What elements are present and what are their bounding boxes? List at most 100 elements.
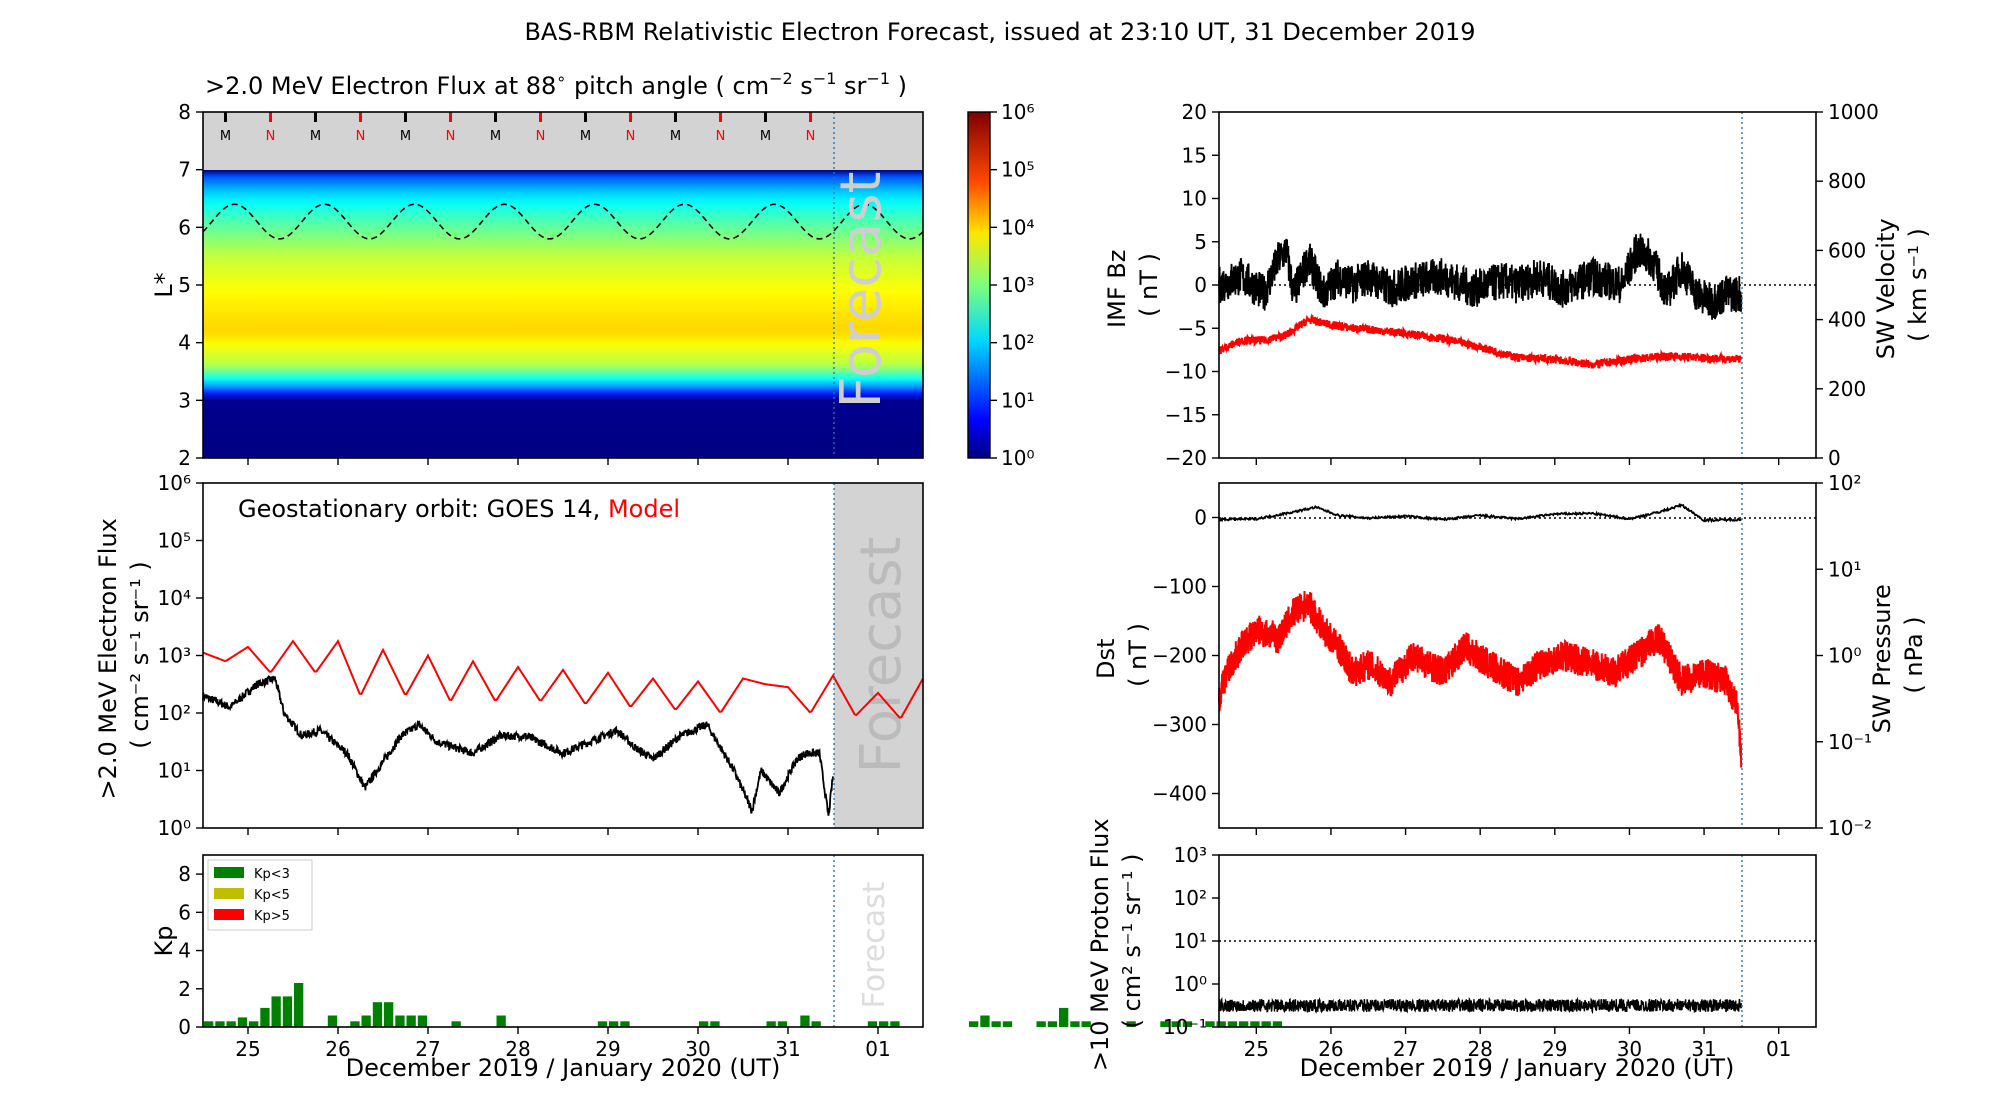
kp-y-ticks: 0 2 4 6 8: [178, 862, 203, 1039]
right-x-axis-label: December 2019 / January 2020 (UT): [1300, 1054, 1735, 1082]
panel-dst-swp: 0 −100 −200 −300 −400 10² 10¹ 10⁰ 10⁻¹ 10⁻² Dst …: [1092, 471, 1928, 840]
kp-bar: [1160, 1021, 1170, 1027]
mn-marker-label: N: [536, 129, 546, 144]
kp-bar: [597, 1021, 608, 1027]
kp-bar: [260, 1007, 270, 1027]
lstar-forecast-label: Forecast: [829, 172, 894, 409]
mn-marker-label: M: [670, 129, 681, 144]
colorbar-gradient: [967, 111, 991, 459]
kp-x-tick-label: 31: [775, 1037, 800, 1061]
panel-lstar-flux: >2.0 MeV Electron Flux at 88∘ pitch angl…: [150, 69, 924, 470]
kp-x-tick-label: 30: [685, 1037, 710, 1061]
imf-y-tick-label: 15: [1182, 143, 1207, 167]
kp-bar: [777, 1021, 788, 1027]
kp-legend-swatch-low: [214, 867, 244, 878]
kp-legend: Kp<3 Kp<5 Kp>5: [207, 859, 313, 931]
geo-frame: [202, 482, 924, 829]
lstar-unpopulated-region: [203, 112, 923, 170]
lstar-x-ticks: [247, 458, 879, 465]
kp-bar: [1205, 1021, 1215, 1027]
colorbar-tick-label: 10¹: [1001, 388, 1034, 412]
kp-legend-low: Kp<3: [254, 867, 290, 882]
kp-x-tick-label: 29: [595, 1037, 620, 1061]
mn-marker-label: N: [806, 129, 816, 144]
proton-x-tick-label: 30: [1617, 1037, 1642, 1061]
proton-y-tick-label: 10¹: [1174, 929, 1207, 953]
kp-bar: [1216, 1021, 1226, 1027]
panel-imf-swv: 20 15 10 5 0 −5 −10 −15 −20 1000 800 600 400 200 0 IM…: [1103, 100, 1932, 470]
geo-y-tick-label: 10⁵: [158, 529, 191, 553]
kp-bar: [406, 1015, 416, 1027]
imf-y-tick-label: 10: [1182, 187, 1207, 211]
proton-x-tick-label: 31: [1691, 1037, 1716, 1061]
swp-y2-ticks: 10² 10¹ 10⁰ 10⁻¹ 10⁻²: [1816, 471, 1872, 840]
colorbar: 10⁰ 10¹ 10² 10³ 10⁴ 10⁵ 10⁶: [967, 100, 1034, 470]
kp-legend-mid: Kp<5: [254, 888, 290, 903]
lstar-frame: [202, 111, 924, 459]
kp-y-tick-label: 4: [178, 939, 191, 963]
kp-bar: [249, 1021, 259, 1027]
imf-y-tick-label: −10: [1165, 360, 1207, 384]
geo-y-tick-label: 10⁰: [158, 816, 191, 840]
kp-bar: [1081, 1021, 1091, 1027]
swv-y2-label: SW Velocity ( km s⁻¹ ): [1872, 211, 1932, 359]
kp-bar: [1171, 1021, 1181, 1027]
mn-marker-label: N: [266, 129, 276, 144]
dst-frame: [1218, 482, 1817, 829]
lstar-y-label: L*: [150, 272, 178, 297]
kp-bar: [766, 1021, 776, 1027]
swv-y2-tick-label: 1000: [1828, 100, 1879, 124]
kp-bar: [384, 1002, 394, 1027]
swv-y2-tick-label: 600: [1828, 238, 1866, 262]
dst-y-tick-label: −100: [1152, 575, 1207, 599]
kp-bar: [867, 1021, 878, 1027]
kp-bar: [1047, 1021, 1058, 1027]
swv-y2-tick-label: 800: [1828, 169, 1866, 193]
geo-forecast-label: Forecast: [849, 537, 914, 774]
kp-y-tick-label: 6: [178, 900, 191, 924]
kp-y-tick-label: 2: [178, 977, 191, 1001]
kp-bar: [1272, 1021, 1283, 1027]
sw-pressure-line: [1218, 590, 1743, 768]
kp-x-ticks: 25 26 27 28 29 30 31 01: [235, 1027, 891, 1061]
geo-forecast-shade: [834, 483, 923, 828]
swv-y2-ticks: 1000 800 600 400 200 0: [1816, 100, 1879, 470]
colorbar-ticks: 10⁰ 10¹ 10² 10³ 10⁴ 10⁵ 10⁶: [990, 100, 1034, 470]
figure-title: BAS-RBM Relativistic Electron Forecast, …: [524, 18, 1475, 46]
panel-kp: Forecast 0 2 4 6 8 25 26 27 28 29 30 31 01 Kp<3 Kp<…: [150, 854, 1283, 1082]
lstar-panel-title: >2.0 MeV Electron Flux at 88∘ pitch angl…: [205, 69, 907, 100]
kp-x-tick-label: 27: [415, 1037, 440, 1061]
dst-y-tick-label: −200: [1152, 644, 1207, 668]
kp-bar: [991, 1021, 1001, 1027]
mn-marker-label: M: [580, 129, 591, 144]
kp-y-tick-label: 8: [178, 862, 191, 886]
kp-legend-swatch-mid: [214, 888, 244, 899]
kp-bar: [879, 1021, 889, 1027]
kp-bar: [1036, 1021, 1046, 1027]
imf-y-tick-label: −20: [1165, 446, 1207, 470]
imf-y-tick-label: −15: [1165, 403, 1207, 427]
imf-x-ticks: [1255, 458, 1780, 465]
kp-bar: [361, 1015, 371, 1027]
colorbar-tick-label: 10³: [1001, 273, 1034, 297]
kp-bar: [226, 1021, 236, 1027]
swp-y2-tick-label: 10¹: [1828, 557, 1861, 581]
swp-y2-tick-label: 10⁻²: [1828, 816, 1872, 840]
kp-bar: [1126, 1021, 1136, 1027]
kp-bar: [271, 996, 281, 1027]
colorbar-tick-label: 10⁵: [1001, 158, 1034, 182]
kp-bar: [417, 1015, 428, 1027]
proton-y-tick-label: 10³: [1174, 843, 1207, 867]
mn-marker-label: N: [356, 129, 366, 144]
kp-bar: [800, 1015, 810, 1027]
mn-marker-label: M: [760, 129, 771, 144]
mn-marker-label: M: [490, 129, 501, 144]
mn-marker-label: N: [716, 129, 726, 144]
colorbar-tick-label: 10⁰: [1001, 446, 1034, 470]
dst-y-tick-label: −300: [1152, 713, 1207, 737]
geo-y-tick-label: 10²: [158, 701, 191, 725]
kp-bar: [1182, 1021, 1193, 1027]
proton-x-tick-label: 26: [1318, 1037, 1343, 1061]
left-x-axis-label: December 2019 / January 2020 (UT): [346, 1054, 781, 1082]
